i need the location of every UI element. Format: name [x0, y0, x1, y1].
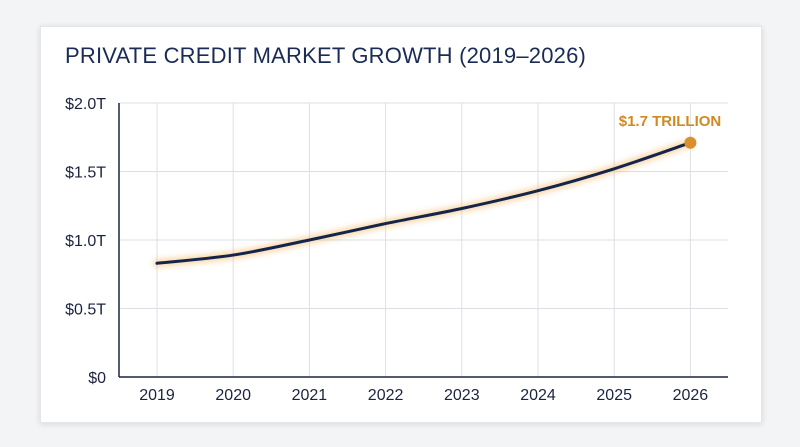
x-tick-labels: 2019 2020 2021 2022 2023 2024 2025 2026 [139, 387, 708, 404]
y-tick-label: $2.0T [65, 96, 106, 113]
y-tick-label: $0 [88, 370, 106, 387]
series-line-glow [153, 138, 695, 268]
endpoint-marker [684, 136, 697, 149]
series-line [155, 141, 692, 265]
annotation: $1.7 TRILLION [619, 113, 722, 149]
y-tick-label: $1.5T [65, 165, 106, 182]
y-tick-label: $0.5T [65, 302, 106, 319]
x-tick-label: 2022 [368, 387, 404, 404]
y-tick-label: $1.0T [65, 233, 106, 250]
axes [118, 103, 728, 378]
x-tick-label: 2025 [596, 387, 632, 404]
gridlines [119, 102, 728, 377]
x-tick-label: 2026 [673, 387, 709, 404]
x-tick-label: 2020 [215, 387, 251, 404]
chart-title: PRIVATE CREDIT MARKET GROWTH (2019–2026) [65, 43, 587, 68]
endpoint-label: $1.7 TRILLION [619, 113, 722, 130]
x-tick-label: 2021 [292, 387, 328, 404]
x-tick-label: 2024 [520, 387, 556, 404]
data-series [153, 138, 695, 268]
x-tick-label: 2019 [139, 387, 175, 404]
x-tick-label: 2023 [444, 387, 480, 404]
y-tick-labels: $0 $0.5T $1.0T $1.5T $2.0T [65, 96, 106, 387]
